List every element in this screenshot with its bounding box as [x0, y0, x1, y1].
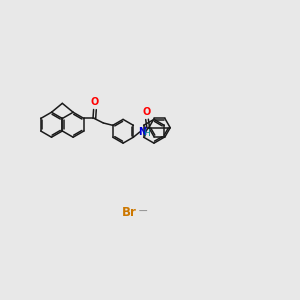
Text: O: O [91, 98, 99, 107]
Text: N: N [139, 127, 147, 136]
Text: O: O [143, 107, 151, 117]
Text: −: − [137, 205, 148, 218]
Text: H: H [143, 130, 150, 139]
Text: Br: Br [122, 206, 136, 219]
